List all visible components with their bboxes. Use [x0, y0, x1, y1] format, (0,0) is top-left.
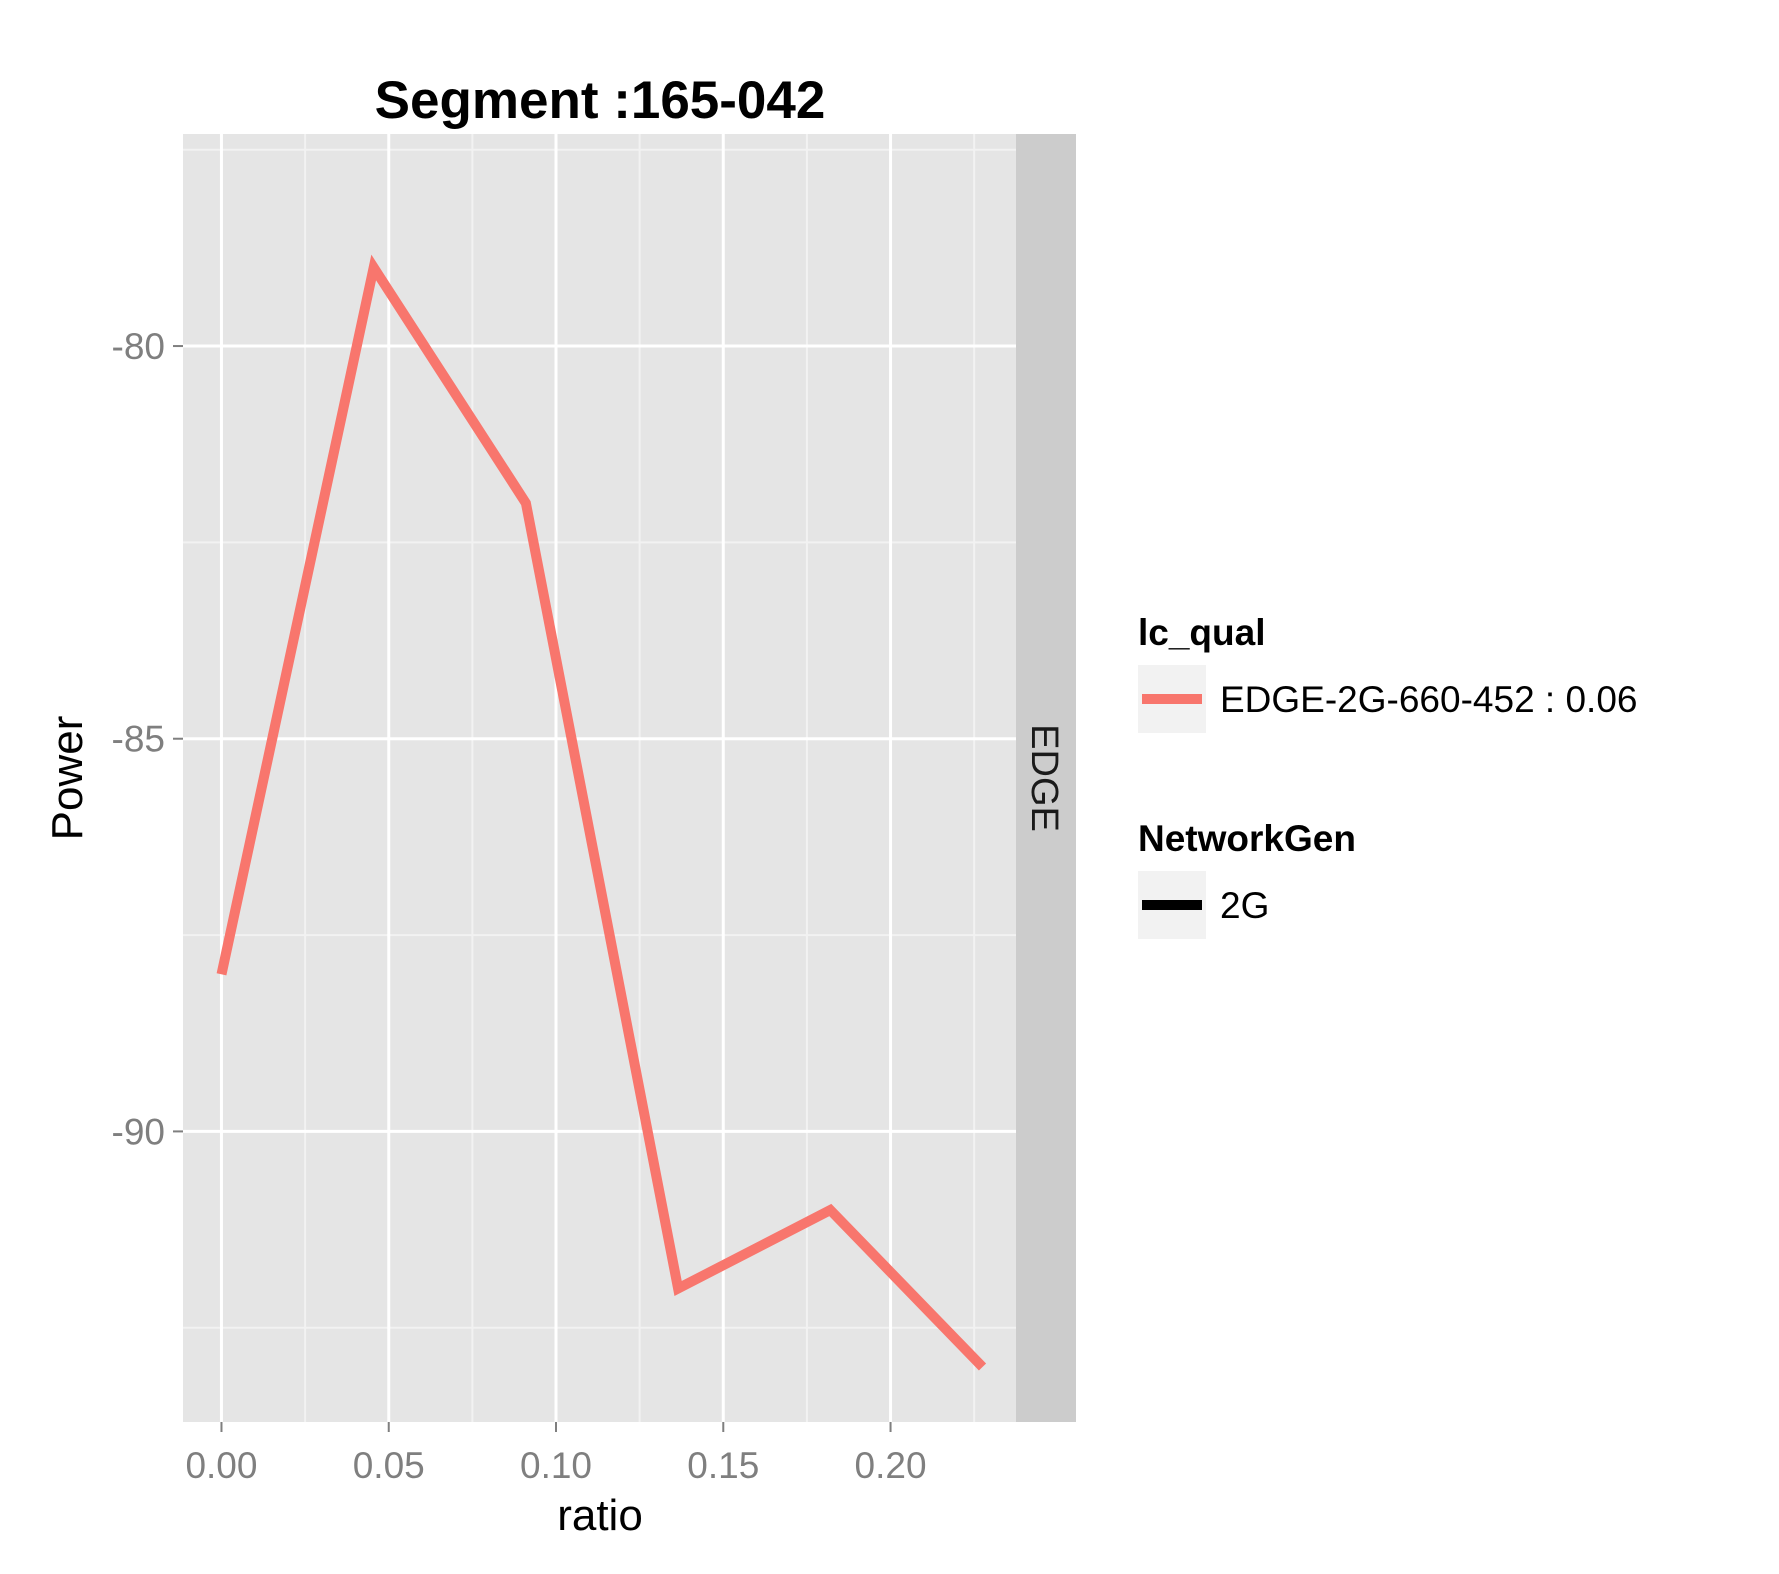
y-axis-label: Power [43, 716, 92, 841]
chart-title: Segment :165-042 [375, 71, 826, 130]
facet-strip-label: EDGE [1023, 724, 1065, 832]
legend-item-label: 2G [1220, 885, 1269, 926]
legend-title: NetworkGen [1138, 818, 1356, 859]
x-tick-label: 0.20 [855, 1445, 927, 1486]
legend: lc_qual EDGE-2G-660-452 : 0.06 NetworkGen 2… [1138, 612, 1638, 939]
legend-item-label: EDGE-2G-660-452 : 0.06 [1220, 679, 1638, 720]
minor-gridlines [183, 134, 1016, 1422]
y-tick-label: -90 [112, 1111, 165, 1152]
y-tick-label: -80 [112, 326, 165, 367]
legend-title: lc_qual [1138, 612, 1266, 653]
axis-ticks: 0.00 0.05 0.10 0.15 0.20 -80 -85 -90 [112, 326, 927, 1486]
plot-panel [183, 134, 1016, 1422]
facet-strip [1016, 134, 1076, 1422]
x-tick-label: 0.00 [185, 1445, 257, 1486]
y-tick-label: -85 [112, 719, 165, 760]
major-gridlines [183, 134, 1016, 1422]
series-layer [216, 254, 987, 1371]
x-tick-label: 0.15 [687, 1445, 759, 1486]
series-line [216, 254, 987, 1371]
x-tick-label: 0.10 [520, 1445, 592, 1486]
x-axis-label: ratio [557, 1491, 643, 1540]
x-tick-label: 0.05 [353, 1445, 425, 1486]
